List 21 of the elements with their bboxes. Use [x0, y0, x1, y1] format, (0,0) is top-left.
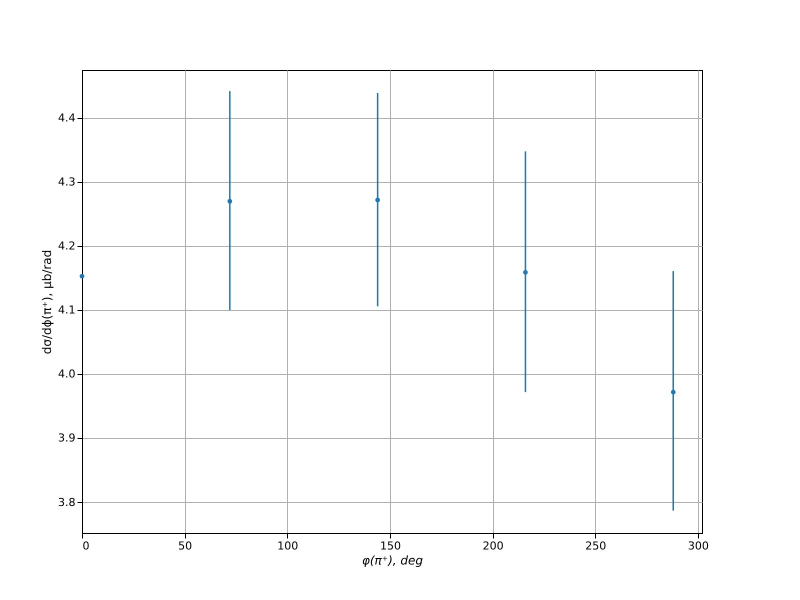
point: [670, 390, 676, 394]
y-tick-label: 4.1: [58, 304, 76, 317]
x-tick-label: 300: [688, 540, 709, 552]
y-tick-label: 3.9: [58, 432, 76, 445]
x-tick-label: 250: [585, 540, 606, 552]
x-axis-title: φ(π⁺), deg: [362, 554, 424, 568]
point: [523, 270, 528, 275]
y-tick-label: 4.4: [58, 112, 76, 125]
x-tick-label: 150: [380, 540, 401, 552]
y-tick-label: 4.2: [58, 240, 76, 253]
point: [80, 274, 84, 279]
y-axis-title: dσ/dϕ(π⁺), μb/rad: [40, 250, 54, 354]
point: [227, 198, 232, 204]
x-tick-label: 200: [482, 540, 504, 552]
point: [375, 198, 380, 202]
x-tick-label: 0: [82, 540, 90, 552]
x-tick-label: 50: [178, 540, 192, 552]
y-tick-label: 3.8: [58, 496, 76, 509]
x-tick-label: 100: [277, 540, 298, 552]
y-tick-label: 4.3: [58, 176, 76, 189]
y-tick-label: 4.0: [58, 368, 76, 381]
